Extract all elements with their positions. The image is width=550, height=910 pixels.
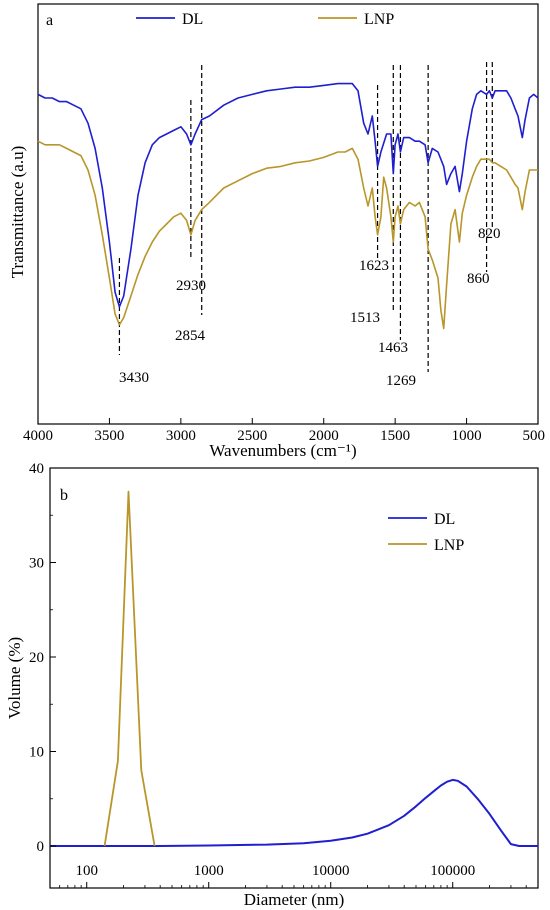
size-legend: DL LNP bbox=[388, 511, 464, 554]
size-x-tick-label: 10000 bbox=[312, 863, 350, 879]
ftir-peak-label: 860 bbox=[467, 271, 490, 287]
ftir-peak-label: 2854 bbox=[175, 328, 206, 344]
ftir-x-tick-label: 4000 bbox=[23, 428, 53, 444]
ftir-panel-label: a bbox=[46, 12, 53, 29]
ftir-x-axis-label: Wavenumbers (cm⁻¹) bbox=[209, 441, 356, 460]
ftir-peak-label: 2930 bbox=[176, 278, 206, 294]
ftir-x-ticks: 4000 3500 3000 2500 2000 1500 1000 500 bbox=[23, 418, 545, 444]
ftir-panel: a DL LNP 3430 2930 2854 1623 1513 1463 1269 860… bbox=[8, 3, 545, 460]
ftir-peak-label: 1269 bbox=[386, 373, 416, 389]
size-plot-frame bbox=[49, 467, 539, 889]
ftir-legend-label-dl: DL bbox=[182, 11, 203, 28]
ftir-y-axis-label: Transmittance (a.u) bbox=[8, 146, 27, 279]
ftir-peak-label: 3430 bbox=[119, 370, 149, 386]
ftir-series-lnp bbox=[37, 140, 538, 330]
ftir-legend: DL LNP bbox=[136, 11, 394, 28]
ftir-peak-label: 1623 bbox=[359, 258, 389, 274]
size-y-tick-label: 10 bbox=[29, 745, 44, 761]
size-y-tick-label: 0 bbox=[37, 839, 45, 855]
ftir-x-tick-label: 3500 bbox=[94, 428, 124, 444]
size-x-tick-label: 100000 bbox=[430, 863, 475, 879]
ftir-plot-area: 3430 2930 2854 1623 1513 1463 1269 860 820 bbox=[37, 62, 539, 389]
size-y-axis-label: Volume (%) bbox=[5, 637, 24, 719]
ftir-x-tick-label: 500 bbox=[523, 428, 546, 444]
size-x-tick-label: 1000 bbox=[194, 863, 224, 879]
ftir-x-tick-label: 1000 bbox=[452, 428, 482, 444]
size-panel-label: b bbox=[60, 487, 68, 504]
ftir-peak-label: 1513 bbox=[350, 310, 380, 326]
ftir-peak-label: 1463 bbox=[378, 340, 408, 356]
ftir-series-dl bbox=[37, 82, 539, 308]
ftir-x-tick-label: 2500 bbox=[237, 428, 267, 444]
size-x-axis-label: Diameter (nm) bbox=[244, 890, 345, 909]
size-y-tick-label: 40 bbox=[29, 461, 44, 477]
size-legend-label-dl: DL bbox=[434, 511, 455, 528]
size-y-tick-label: 30 bbox=[29, 556, 44, 572]
ftir-x-tick-label: 2000 bbox=[309, 428, 339, 444]
ftir-x-tick-label: 3000 bbox=[166, 428, 196, 444]
ftir-peak-label: 820 bbox=[478, 226, 501, 242]
ftir-legend-label-lnp: LNP bbox=[364, 11, 394, 28]
size-series-dl bbox=[50, 778, 538, 847]
size-legend-label-lnp: LNP bbox=[434, 537, 464, 554]
size-series-lnp bbox=[103, 490, 156, 847]
ftir-plot-frame bbox=[37, 3, 539, 425]
ftir-x-tick-label: 1500 bbox=[380, 428, 410, 444]
size-y-tick-label: 20 bbox=[29, 650, 44, 666]
size-panel: b DL LNP 100 1000 10000 100000 0 10 20 30 40 Dia… bbox=[5, 461, 539, 909]
size-axis-ticks: 100 1000 10000 100000 0 10 20 30 40 bbox=[29, 461, 539, 888]
size-plot-area bbox=[50, 490, 538, 847]
size-x-tick-label: 100 bbox=[75, 863, 98, 879]
